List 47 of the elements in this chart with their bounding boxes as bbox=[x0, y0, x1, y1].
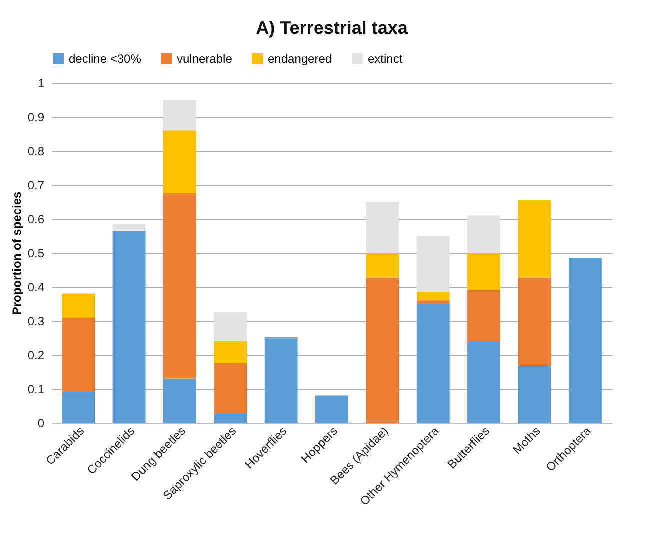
bar bbox=[416, 236, 450, 292]
bar bbox=[468, 253, 501, 290]
y-tick-label: 0.2 bbox=[28, 348, 45, 362]
y-tick-label: 0.5 bbox=[28, 246, 45, 260]
y-tick-label: 0.7 bbox=[28, 178, 45, 192]
bar bbox=[214, 414, 248, 423]
bar bbox=[316, 396, 348, 423]
bar bbox=[112, 224, 146, 231]
bar bbox=[214, 312, 248, 342]
bar bbox=[163, 100, 196, 131]
bar bbox=[468, 290, 501, 342]
bar bbox=[366, 278, 400, 423]
bar bbox=[416, 304, 450, 423]
bar bbox=[366, 202, 400, 253]
legend-label: endangered bbox=[268, 52, 332, 66]
bar bbox=[163, 194, 196, 379]
bar bbox=[518, 200, 552, 278]
y-tick-label: 1 bbox=[38, 76, 45, 90]
bar bbox=[163, 378, 196, 423]
y-tick-label: 0.9 bbox=[28, 110, 45, 124]
bar bbox=[468, 216, 501, 253]
bar bbox=[366, 253, 400, 278]
y-tick-label: 0.3 bbox=[28, 314, 45, 328]
bar bbox=[62, 318, 96, 392]
bar bbox=[112, 230, 146, 423]
bar bbox=[468, 341, 501, 423]
bar bbox=[568, 258, 602, 423]
chart-title: A) Terrestrial taxa bbox=[256, 18, 409, 38]
y-tick-label: 0.6 bbox=[28, 212, 45, 226]
y-tick-label: 0.1 bbox=[28, 382, 45, 396]
bar bbox=[163, 130, 196, 194]
bar bbox=[214, 341, 248, 364]
bar bbox=[518, 278, 552, 366]
y-axis-title: Proportion of species bbox=[10, 192, 24, 316]
bar bbox=[62, 392, 96, 423]
legend-label: decline <30% bbox=[69, 52, 142, 66]
legend-label: extinct bbox=[368, 52, 404, 66]
legend-label: vulnerable bbox=[177, 52, 233, 66]
bar bbox=[518, 365, 552, 423]
bar bbox=[416, 292, 450, 301]
y-tick-label: 0.8 bbox=[28, 144, 45, 158]
bar bbox=[416, 300, 450, 304]
bar bbox=[264, 338, 298, 423]
y-tick-label: 0 bbox=[38, 416, 45, 430]
y-tick-label: 0.4 bbox=[28, 280, 45, 294]
bar bbox=[62, 294, 96, 318]
bar bbox=[214, 364, 248, 414]
